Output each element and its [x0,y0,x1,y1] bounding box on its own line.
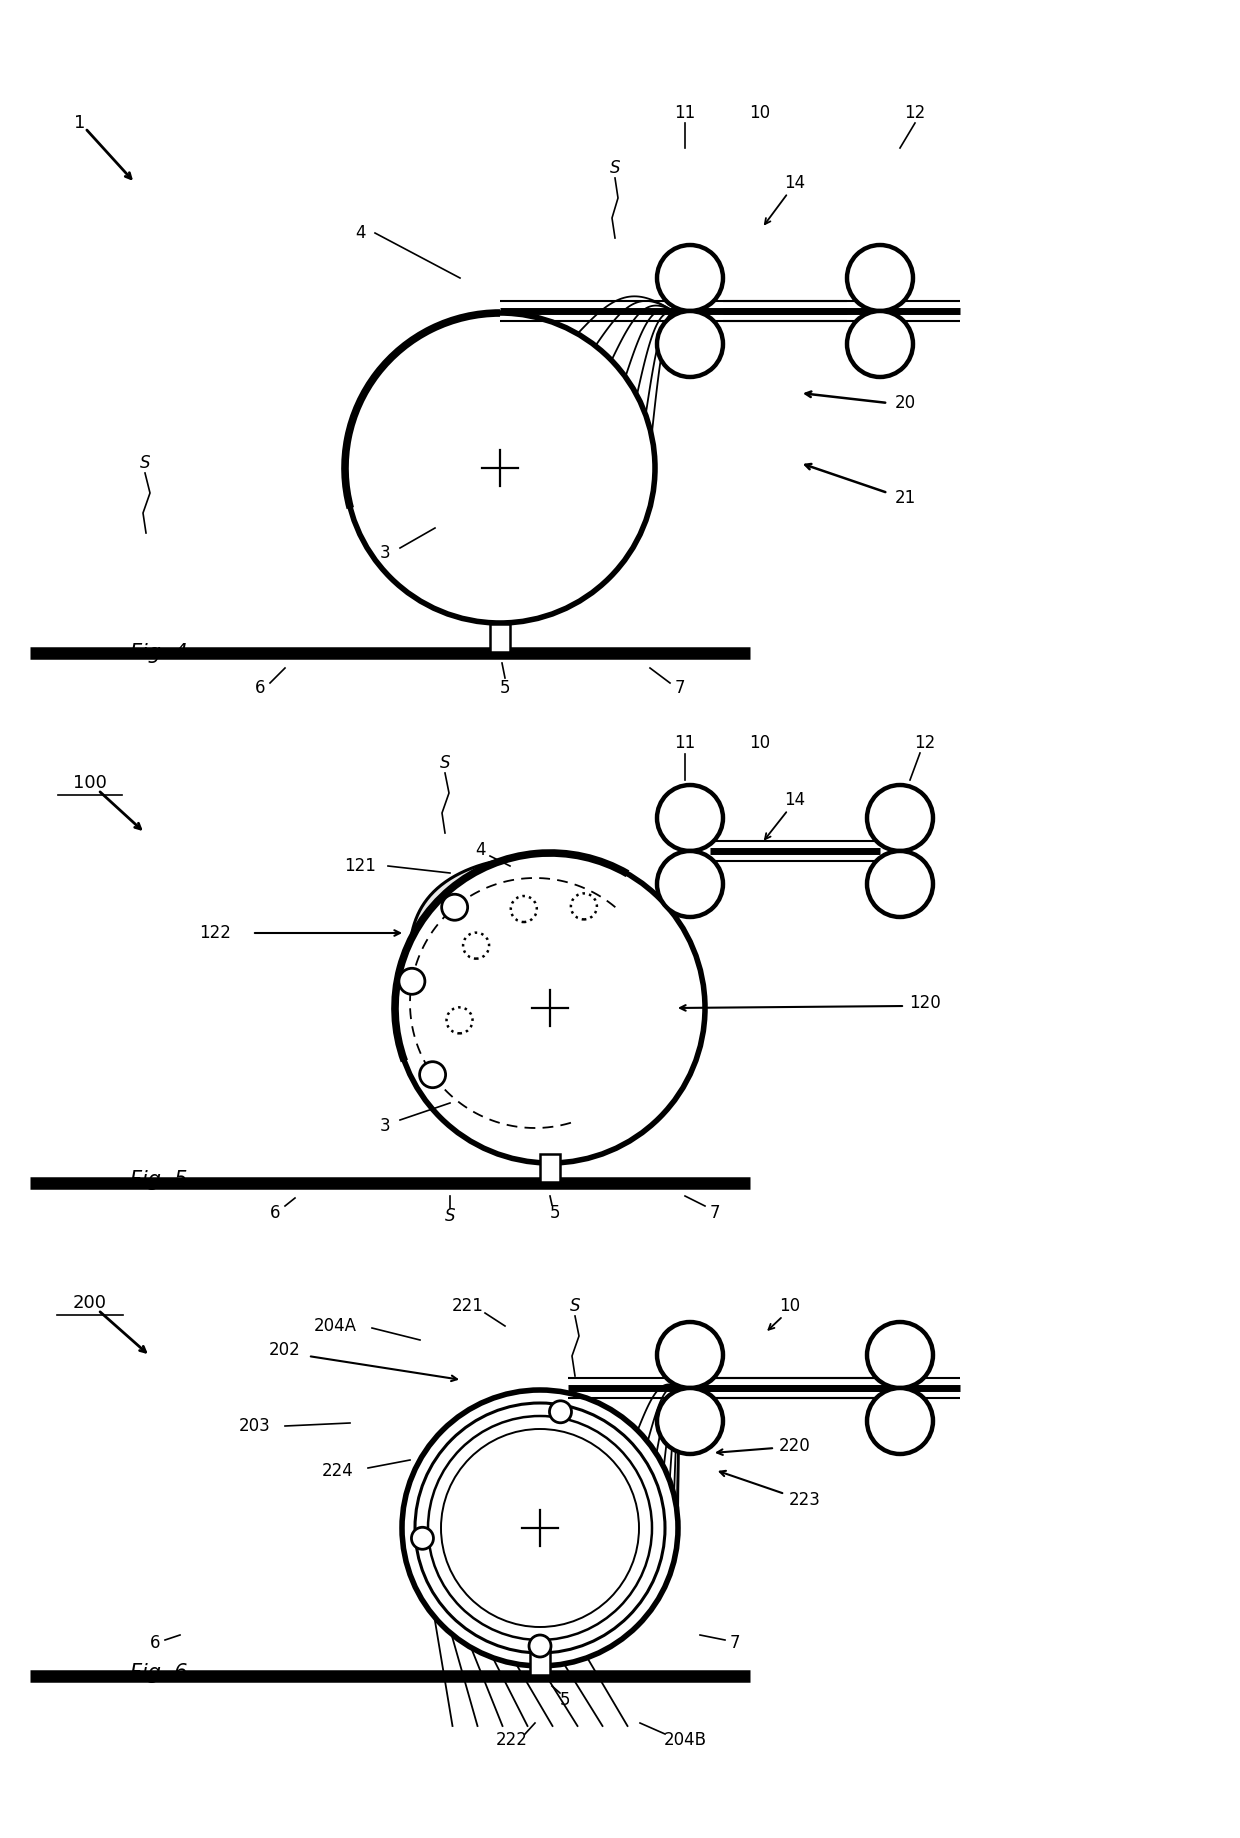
Circle shape [428,1415,652,1639]
Circle shape [570,893,596,919]
Text: 204B: 204B [663,1731,707,1750]
Circle shape [529,1636,551,1658]
Circle shape [657,1322,723,1388]
Text: 10: 10 [749,105,770,121]
Circle shape [867,851,932,917]
Circle shape [402,1390,678,1665]
Text: 220: 220 [779,1437,811,1456]
Text: 10: 10 [780,1298,801,1314]
Circle shape [412,1527,434,1549]
Circle shape [847,311,913,377]
Text: 14: 14 [785,790,806,809]
Text: 20: 20 [894,393,915,412]
Text: 4: 4 [475,842,485,858]
Text: Fig. 6: Fig. 6 [130,1663,187,1684]
Circle shape [867,785,932,851]
Circle shape [441,895,467,921]
Text: 6: 6 [254,678,265,697]
Text: 1: 1 [74,114,86,132]
Circle shape [441,1428,639,1627]
Circle shape [657,851,723,917]
Circle shape [419,1062,445,1088]
Circle shape [446,1007,472,1033]
Bar [490,623,510,652]
Text: 21: 21 [894,489,915,507]
Text: S: S [445,1208,455,1224]
Text: 122: 122 [200,925,231,943]
Text: 7: 7 [730,1634,740,1652]
Circle shape [345,312,655,623]
Text: 121: 121 [343,857,376,875]
Text: 10: 10 [749,733,770,752]
Text: 11: 11 [675,733,696,752]
Circle shape [657,244,723,311]
Text: 5: 5 [549,1204,560,1222]
Text: 5: 5 [559,1691,570,1709]
Text: 221: 221 [453,1298,484,1314]
Text: 224: 224 [322,1461,353,1480]
Circle shape [867,1322,932,1388]
Text: 223: 223 [789,1491,821,1509]
Circle shape [415,1402,665,1652]
Text: 3: 3 [379,544,391,562]
Text: 200: 200 [73,1294,107,1312]
Circle shape [511,897,537,923]
Circle shape [657,785,723,851]
Text: Fig. 4: Fig. 4 [130,643,187,664]
Text: 12: 12 [914,733,936,752]
Text: Fig. 5: Fig. 5 [130,1171,187,1189]
Text: S: S [569,1298,580,1314]
Text: 7: 7 [675,678,686,697]
Circle shape [396,853,706,1163]
Text: 202: 202 [269,1342,301,1358]
Circle shape [463,932,489,959]
Polygon shape [408,857,666,1136]
Circle shape [867,1388,932,1454]
Text: S: S [440,754,450,772]
Text: S: S [140,454,150,472]
Circle shape [847,244,913,311]
Text: 5: 5 [500,678,510,697]
Bar [539,1154,560,1182]
Text: 7: 7 [709,1204,720,1222]
Circle shape [657,1388,723,1454]
Text: 222: 222 [496,1731,528,1750]
Text: 203: 203 [239,1417,270,1435]
Circle shape [657,311,723,377]
Text: 11: 11 [675,105,696,121]
Text: S: S [610,160,620,176]
Circle shape [399,969,425,994]
Text: 120: 120 [909,994,941,1013]
Text: 6: 6 [270,1204,280,1222]
Text: 3: 3 [379,1118,391,1136]
Bar [529,1647,551,1674]
Text: 6: 6 [150,1634,160,1652]
Text: 4: 4 [355,224,366,243]
Text: 204A: 204A [314,1318,357,1334]
Text: 14: 14 [785,175,806,191]
Text: 100: 100 [73,774,107,792]
Circle shape [549,1401,572,1423]
Text: 12: 12 [904,105,925,121]
